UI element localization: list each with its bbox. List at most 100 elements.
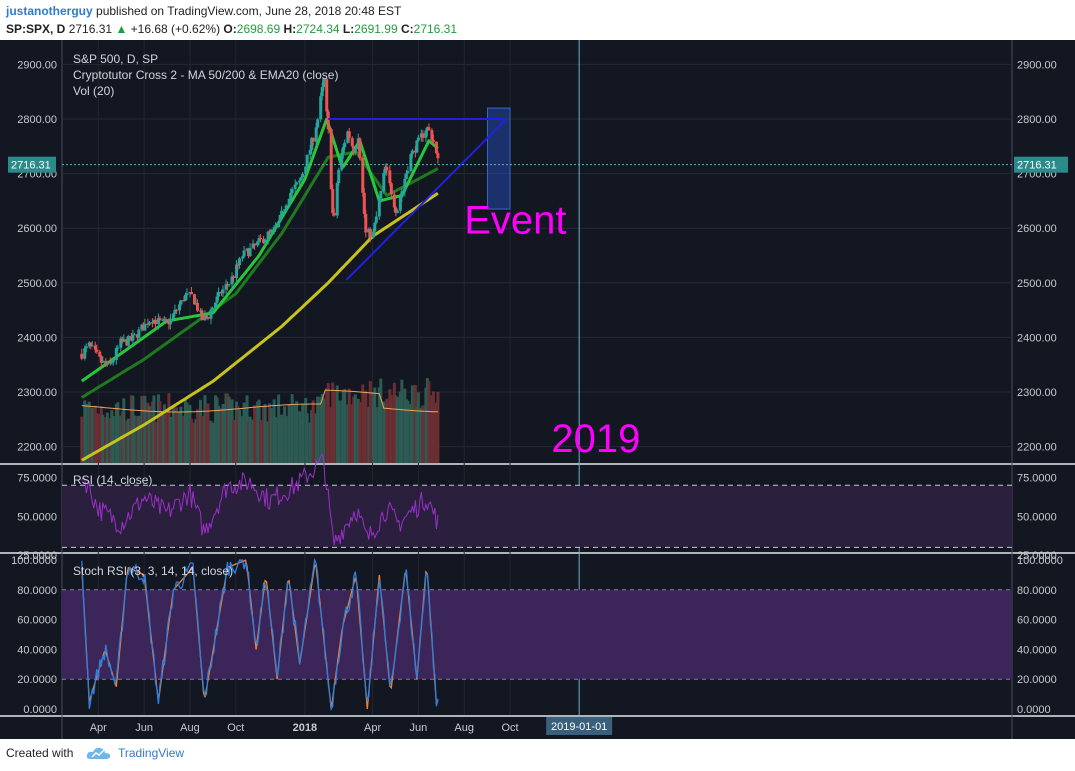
last-price: 2716.31: [69, 22, 112, 36]
open-value: 2698.69: [237, 22, 280, 36]
symbol-name: SP:SPX, D: [6, 22, 65, 36]
oscillator-tick: 40.0000: [1017, 644, 1057, 656]
volume-bar: [354, 394, 357, 463]
candle-body: [351, 138, 354, 146]
candle-body: [210, 310, 213, 319]
published-text: published on TradingView.com, June 28, 2…: [96, 4, 401, 18]
cursor-date-text: 2019-01-01: [551, 721, 607, 733]
volume-bar: [264, 404, 267, 463]
oscillator-tick: 50.0000: [1017, 511, 1057, 523]
candle-body: [393, 194, 396, 207]
candle-body: [137, 330, 140, 338]
candle-body: [301, 174, 304, 177]
candle-body: [190, 292, 193, 294]
low-value: 2691.99: [354, 22, 397, 36]
year-annotation[interactable]: 2019: [551, 417, 640, 461]
candle-body: [185, 293, 188, 295]
volume-bar: [375, 407, 378, 463]
volume-bar: [154, 422, 157, 463]
up-arrow-icon: ▲: [115, 22, 127, 36]
volume-bar: [270, 408, 273, 463]
volume-bar: [327, 383, 330, 463]
oscillator-tick: 40.0000: [17, 644, 57, 656]
volume-bar: [190, 419, 193, 463]
volume-bar: [322, 398, 325, 463]
candle-body: [285, 206, 288, 210]
candle-body: [106, 362, 109, 364]
candle-body: [122, 339, 125, 341]
oscillator-tick: 75.0000: [17, 472, 57, 484]
candle-body: [333, 213, 336, 216]
candle-body: [417, 137, 420, 140]
volume-bar: [400, 380, 403, 463]
candle-body: [388, 170, 391, 183]
candle-body: [336, 183, 339, 215]
volume-bar: [417, 392, 420, 463]
candle-body: [80, 354, 83, 359]
price-legend-item[interactable]: S&P 500, D, SP: [73, 52, 158, 66]
candle-body: [358, 138, 361, 158]
price-tick-left: 2500.00: [17, 278, 57, 290]
price-tick-right: 2500.00: [1017, 278, 1057, 290]
volume-bar: [179, 407, 182, 463]
tradingview-cloud-icon[interactable]: [86, 745, 112, 761]
oscillator-tick: 0.0000: [23, 704, 57, 716]
time-tick: 2018: [293, 722, 317, 734]
volume-bar: [143, 396, 146, 463]
footer: Created with TradingView: [0, 739, 1075, 771]
volume-bar: [175, 407, 178, 463]
volume-bar: [112, 416, 115, 463]
candle-body: [232, 276, 235, 278]
oscillator-tick: 20.0000: [1017, 674, 1057, 686]
price-tick-right: 2900.00: [1017, 59, 1057, 71]
time-tick: Jun: [135, 722, 153, 734]
candle-body: [348, 131, 351, 138]
volume-bar: [301, 404, 304, 463]
candle-body: [354, 149, 357, 153]
close-label: C:: [401, 22, 414, 36]
price-legend-item[interactable]: Vol (20): [73, 84, 114, 98]
candle-body: [217, 292, 220, 297]
price-tick-right: 2400.00: [1017, 332, 1057, 344]
candle-body: [343, 143, 346, 147]
candle-body: [169, 318, 172, 324]
oscillator-tick: 80.0000: [17, 585, 57, 597]
author-link[interactable]: justanotherguy: [6, 4, 93, 18]
volume-bar: [337, 401, 340, 463]
volume-bar: [274, 417, 277, 463]
event-box[interactable]: [488, 108, 511, 209]
trading-chart[interactable]: Event 2019 2200.00 2200.00 2300.00 2300.00 24…: [0, 40, 1075, 739]
candle-body: [411, 151, 414, 155]
time-tick: Aug: [180, 722, 200, 734]
candle-body: [133, 334, 136, 335]
volume-bar: [95, 413, 98, 463]
candle-body: [375, 216, 378, 222]
price-tick-right: 2300.00: [1017, 387, 1057, 399]
event-annotation[interactable]: Event: [464, 199, 566, 243]
candle-body: [274, 227, 277, 228]
stoch-legend[interactable]: Stoch RSI (3, 3, 14, 14, close): [73, 564, 233, 578]
volume-bar: [106, 413, 109, 463]
volume-bar: [228, 397, 231, 463]
volume-bar: [148, 406, 151, 463]
candle-body: [315, 127, 318, 141]
candle-body: [95, 350, 98, 352]
price-legend-item[interactable]: Cryptotutor Cross 2 - MA 50/200 & EMA20 …: [73, 68, 338, 82]
candle-body: [206, 317, 209, 319]
candle-body: [249, 248, 252, 256]
candle-body: [330, 129, 333, 189]
rsi-legend[interactable]: RSI (14, close): [73, 473, 152, 487]
candle-body: [294, 185, 297, 189]
price-change: +16.68 (+0.62%): [131, 22, 220, 36]
tradingview-link[interactable]: TradingView: [118, 746, 184, 760]
candle-body: [403, 179, 406, 191]
high-label: H:: [284, 22, 297, 36]
volume-bar: [316, 397, 319, 463]
time-tick: Apr: [364, 722, 381, 734]
volume-bar: [364, 391, 367, 463]
candle-body: [280, 211, 283, 215]
candle-body: [143, 324, 146, 331]
candle-body: [364, 214, 367, 233]
time-tick: Jun: [410, 722, 428, 734]
volume-bar: [432, 391, 435, 463]
